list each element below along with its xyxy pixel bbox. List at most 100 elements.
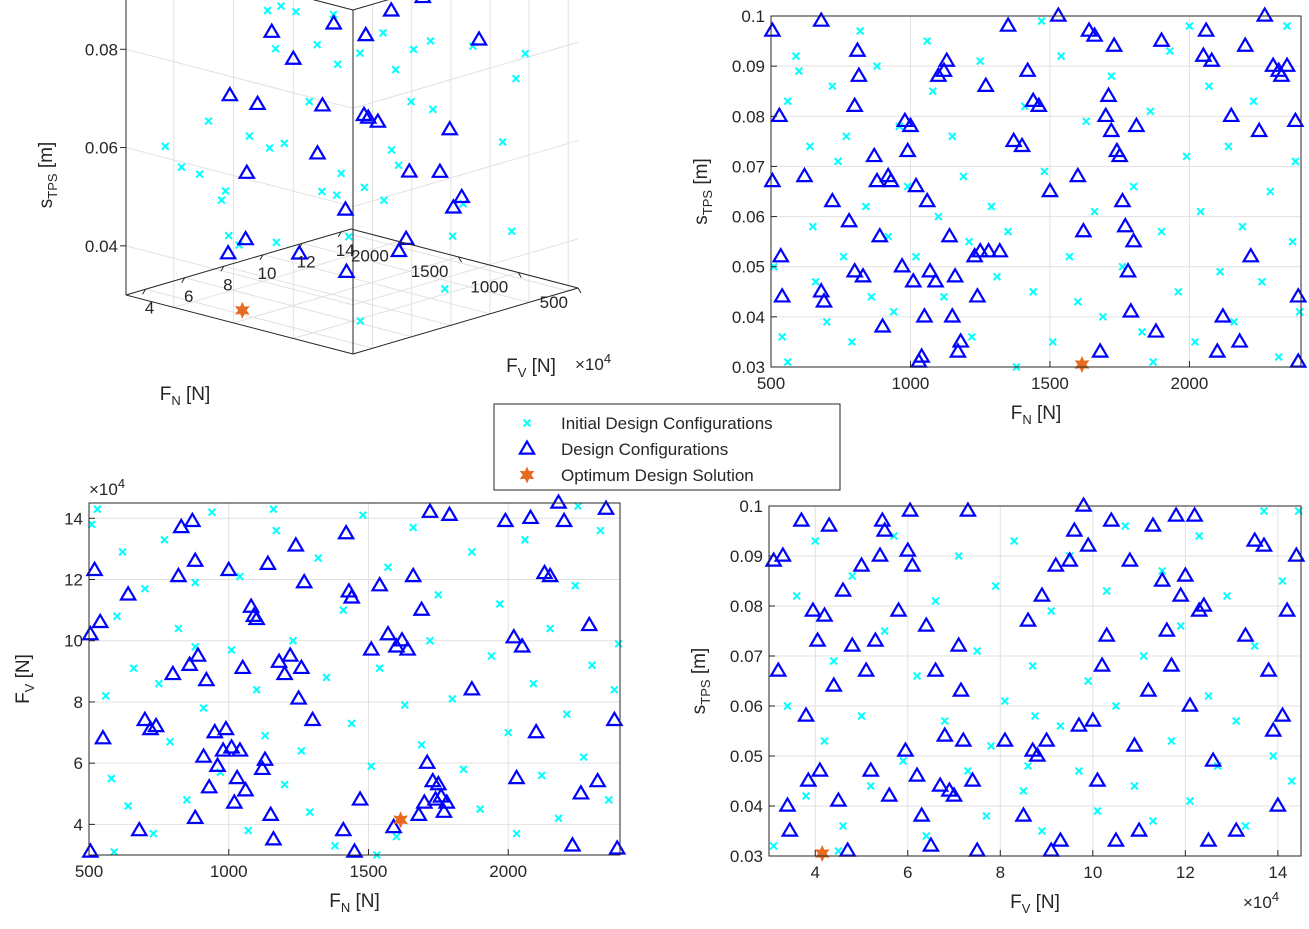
triangle-point: [412, 600, 431, 616]
triangle-point: [808, 631, 827, 647]
triangle-point: [1286, 111, 1305, 128]
x-point: [1029, 287, 1038, 296]
triangle-point: [1185, 506, 1204, 522]
x-point: [1082, 117, 1091, 126]
triangle-point: [912, 806, 931, 822]
x-tick-label: 2000: [351, 246, 389, 265]
x-point: [260, 731, 270, 740]
triangle-point: [1278, 601, 1297, 617]
triangle-point: [384, 817, 403, 834]
y-tick-label: 10: [257, 264, 276, 283]
x-point: [375, 664, 384, 673]
triangle-point: [247, 609, 266, 626]
x-point: [288, 636, 298, 645]
triangle-point: [444, 198, 463, 214]
x-tick-label: 1500: [1031, 374, 1069, 393]
x-point: [537, 771, 546, 780]
x-point: [610, 685, 619, 694]
x-point: [417, 740, 426, 749]
x-point: [1157, 227, 1166, 236]
x-tick-label: 12: [1176, 863, 1195, 882]
z-axis-label: sTPS [m]: [36, 142, 60, 208]
x-point: [783, 701, 792, 711]
x-point: [811, 277, 820, 286]
triangle-point: [1004, 131, 1023, 148]
x-point: [1295, 307, 1304, 316]
x-point: [409, 523, 418, 532]
triangle-point: [1079, 536, 1098, 552]
x-point: [931, 596, 940, 606]
x-point: [387, 145, 396, 155]
triangle-point: [342, 588, 361, 604]
z-tick-label: 0.08: [85, 40, 118, 59]
x-point: [1028, 661, 1037, 671]
triangle-point: [990, 241, 1009, 258]
triangle-point: [912, 347, 931, 363]
triangle-point: [188, 646, 208, 662]
x-point: [379, 28, 388, 37]
triangle-point: [803, 601, 822, 617]
x-point: [1274, 352, 1283, 362]
y-axis-label: FV [N]: [506, 356, 556, 380]
triangle-point: [1143, 516, 1163, 532]
x-point: [1019, 786, 1028, 796]
x-point: [1030, 711, 1040, 721]
y-tick: [181, 277, 186, 284]
x-point: [967, 332, 976, 342]
triangle-point: [147, 716, 166, 733]
x-point: [511, 74, 521, 83]
triangle-point: [907, 176, 926, 193]
triangle-point: [1162, 656, 1181, 672]
triangle-point: [345, 842, 364, 858]
x-point: [1148, 816, 1158, 826]
triangle-point: [946, 267, 965, 283]
triangle-point: [608, 839, 627, 855]
y-tick-label: 6: [74, 754, 83, 773]
z-tick-label: 0.06: [85, 139, 118, 158]
y-tick: [142, 289, 146, 295]
triangle-point: [979, 241, 998, 258]
triangle-point: [820, 516, 839, 532]
x-point: [195, 170, 204, 179]
x-point: [1037, 826, 1047, 836]
triangle-point: [513, 637, 532, 653]
x-point: [118, 547, 127, 557]
triangle-point: [1130, 821, 1149, 837]
x-point: [982, 811, 991, 821]
x-point: [1185, 21, 1194, 31]
x-point: [426, 36, 435, 46]
triangle-point: [861, 761, 880, 777]
triangle-point: [931, 776, 950, 792]
triangle-point: [1152, 31, 1171, 47]
triangle-point: [1289, 287, 1308, 303]
triangle-point: [334, 820, 353, 837]
x-point: [1222, 591, 1232, 601]
triangle-point: [1032, 586, 1051, 602]
triangle-point: [1139, 681, 1158, 697]
triangle-point: [1208, 342, 1227, 358]
y-tick: [298, 243, 303, 249]
triangle-point: [943, 307, 962, 323]
triangle-point: [264, 830, 283, 846]
triangle-point: [1102, 121, 1121, 138]
triangle-point: [1083, 711, 1102, 727]
y-tick-label: 0.05: [732, 258, 765, 277]
triangle-point: [898, 141, 917, 158]
legend-label-initial: Initial Design Configurations: [561, 414, 773, 433]
x-point: [406, 97, 416, 106]
triangle-point: [420, 502, 440, 518]
triangle-point: [1250, 121, 1269, 138]
triangle-point: [1236, 36, 1255, 52]
triangle-point: [934, 61, 953, 77]
triangle-point: [898, 541, 917, 557]
x-point: [512, 829, 521, 838]
triangle-point: [1124, 231, 1143, 248]
triangle-point: [222, 738, 241, 754]
triangle-point: [917, 616, 936, 632]
x-exponent-label: ×104: [1243, 889, 1279, 912]
floor-gridline: [145, 288, 373, 349]
triangle-point: [1091, 342, 1110, 358]
triangle-point: [814, 292, 834, 308]
x-axis-front: [125, 228, 352, 296]
triangle-point: [796, 706, 816, 722]
